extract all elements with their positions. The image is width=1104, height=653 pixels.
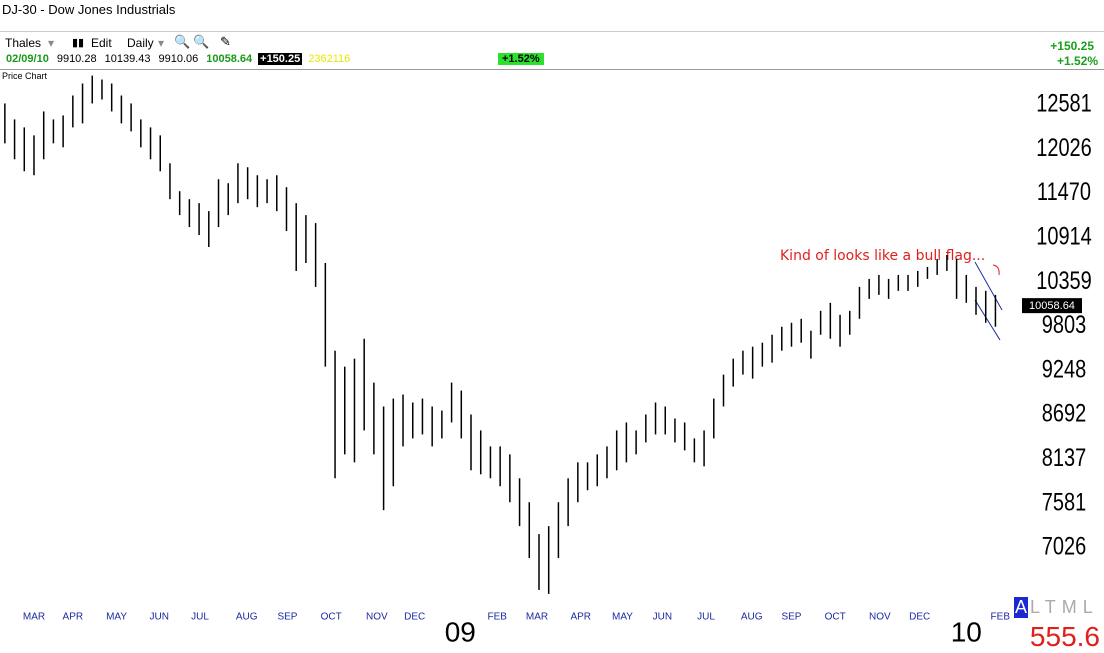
last-price-box (1022, 298, 1082, 314)
footer-value: 555.6 (1029, 621, 1100, 652)
y-tick-label: 9803 (1042, 311, 1086, 339)
flag-line-lower (974, 299, 1001, 341)
y-tick-label: 12581 (1036, 90, 1092, 118)
y-tick-label: 7026 (1042, 533, 1086, 561)
dropdown-arrow: ▾ (48, 36, 55, 50)
zoom-in[interactable]: 🔍 (174, 34, 191, 49)
quote-low: 9910.06 (158, 53, 199, 65)
window-title: DJ-30 - Dow Jones Industrials (2, 2, 176, 17)
tab-group: LTML (1030, 597, 1099, 618)
edit-button[interactable]: Edit (91, 36, 112, 50)
quote-volume: 2362116 (308, 53, 351, 65)
annotation: Kind of looks like a bull flag... (780, 248, 985, 264)
quote-open: 9910.28 (56, 53, 97, 65)
x-tick-label: AUG (741, 612, 763, 623)
chart-style-menu[interactable]: Thales (5, 36, 42, 50)
period-menu[interactable]: Daily (127, 36, 154, 50)
quote-high: 10139.43 (104, 53, 151, 65)
x-tick-label: MAY (106, 612, 127, 623)
y-tick-label: 11470 (1037, 178, 1091, 206)
y-tick-label: 12026 (1036, 134, 1092, 162)
x-tick-label: FEB (991, 612, 1011, 623)
y-tick-label: 7581 (1042, 488, 1086, 516)
y-tick-label: 10914 (1036, 222, 1092, 250)
x-tick-label: DEC (909, 612, 930, 623)
x-tick-label: FEB (488, 612, 508, 623)
annotation-arrow (992, 264, 1000, 276)
y-tick-label: 10359 (1036, 267, 1092, 295)
x-year-label: 10 (951, 616, 982, 647)
edit-icon: ▮▮ (72, 37, 85, 49)
tab-m[interactable]: M (1061, 597, 1083, 617)
y-tick-label: 9248 (1042, 355, 1086, 383)
toolbar: Thales ▾ ▮▮ Edit Daily ▾ 🔍 🔍 ✎ +150.25 (0, 31, 1104, 53)
x-tick-label: NOV (869, 612, 891, 623)
x-tick-label: OCT (321, 612, 342, 623)
x-tick-label: DEC (404, 612, 425, 623)
y-tick-label: 8137 (1042, 444, 1086, 472)
x-tick-label: SEP (781, 612, 801, 623)
tab-l[interactable]: L (1030, 597, 1045, 617)
draw-tool[interactable]: ✎ (220, 34, 231, 49)
percent-right: +1.52% (1056, 54, 1098, 68)
quote-row: 02/09/10 9910.28 10139.43 9910.06 10058.64 +1… (4, 53, 356, 67)
x-tick-label: NOV (366, 612, 388, 623)
x-tick-label: OCT (825, 612, 846, 623)
tab-l2[interactable]: L (1082, 597, 1099, 617)
dropdown-arrow: ▾ (158, 36, 165, 50)
zoom-out[interactable]: 🔍 (193, 34, 210, 49)
tab-a[interactable]: A (1014, 597, 1029, 618)
tab-t[interactable]: T (1044, 597, 1062, 617)
x-tick-label: MAY (612, 612, 633, 623)
panel-label: Price Chart (2, 71, 48, 81)
quote-date: 02/09/10 (6, 53, 49, 65)
x-tick-label: AUG (236, 612, 258, 623)
x-tick-label: JUN (150, 612, 169, 623)
flag-line-upper (974, 261, 1003, 311)
change-right: +150.25 (1050, 39, 1094, 53)
x-tick-label: SEP (277, 612, 297, 623)
quote-percent: +1.52% (498, 53, 544, 65)
x-year-label: 09 (445, 616, 476, 647)
y-tick-label: 8692 (1042, 400, 1086, 428)
x-tick-label: JUL (697, 612, 715, 623)
x-tick-label: MAR (23, 612, 45, 623)
x-tick-label: MAR (526, 612, 548, 623)
x-tick-label: APR (63, 612, 84, 623)
quote-close: 10058.64 (206, 53, 253, 65)
quote-change: +150.25 (258, 53, 303, 65)
x-tick-label: APR (570, 612, 591, 623)
panel-divider (0, 69, 1104, 70)
x-tick-label: JUN (653, 612, 672, 623)
last-price-label: 10058.64 (1029, 300, 1075, 312)
x-tick-label: JUL (191, 612, 209, 623)
